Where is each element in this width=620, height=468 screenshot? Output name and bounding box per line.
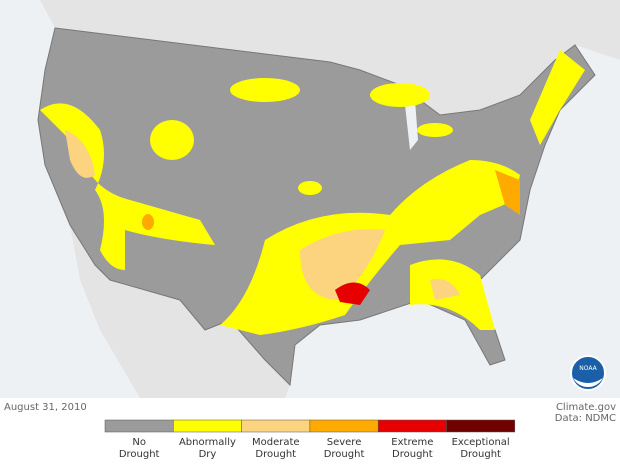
credit: Data: NDMC (555, 413, 616, 424)
abnormally-dry (370, 83, 430, 107)
extreme-drought (335, 282, 370, 305)
abnormally-dry (298, 181, 322, 195)
noaa-logo-wave (573, 378, 603, 387)
abnormally-dry (230, 78, 300, 102)
abnormally-dry (417, 123, 453, 137)
legend-label: Abnormally Dry (179, 437, 236, 460)
logo-text: NOAA (579, 365, 597, 372)
legend-label: Extreme Drought (391, 437, 433, 460)
legend-swatch (446, 419, 516, 433)
abnormally-dry (530, 50, 585, 145)
severe-drought (142, 214, 154, 230)
moderate-drought (430, 279, 460, 300)
legend-label: No Drought (119, 437, 160, 460)
mexico (70, 225, 290, 398)
drought-areas (40, 50, 585, 335)
severe-drought (495, 170, 520, 215)
date: August 31, 2010 (4, 402, 87, 413)
canada (0, 0, 620, 115)
moderate-drought (65, 130, 95, 178)
legend-label: Exceptional Drought (452, 437, 510, 460)
source: Climate.gov (556, 402, 616, 413)
legend: No Drought Abnormally Dry Moderate Drought Sev… (104, 419, 516, 460)
legend-swatch (173, 419, 242, 433)
legend-label: Severe Drought (324, 437, 365, 460)
legend-swatch (377, 419, 447, 433)
legend-swatch (309, 419, 379, 433)
lake-michigan (405, 100, 418, 150)
legend-label: Moderate Drought (252, 437, 300, 460)
moderate-drought (300, 229, 385, 300)
legend-swatch (104, 419, 174, 433)
legend-swatch (241, 419, 311, 433)
abnormally-dry (150, 120, 194, 160)
